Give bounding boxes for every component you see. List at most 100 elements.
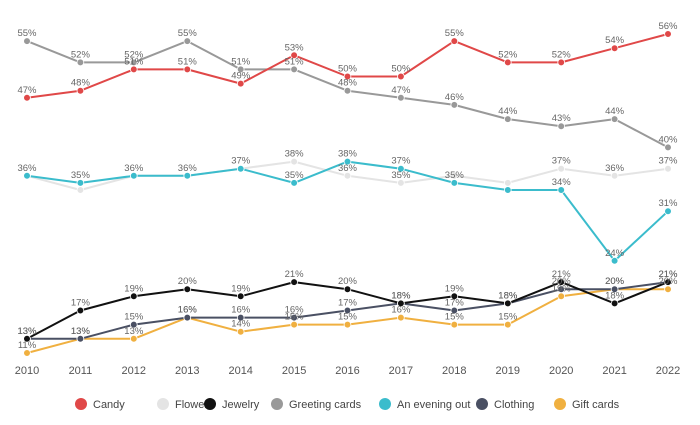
data-label-jewelry-2018: 19%	[445, 283, 465, 294]
point-candy-2018	[450, 37, 459, 45]
point-candy-2017	[397, 72, 405, 81]
data-label-jewelry-2012: 19%	[124, 283, 144, 294]
data-label-flowers-2021: 36%	[605, 163, 625, 174]
x-tick-2012: 2012	[122, 365, 146, 377]
x-tick-2017: 2017	[389, 365, 413, 377]
legend-marker-candy	[75, 398, 87, 410]
point-gift-cards-2012	[130, 334, 138, 343]
legend-label-flowers: Flowers	[175, 399, 214, 411]
data-label-gift-cards-2021: 20%	[605, 276, 625, 287]
point-an-evening-out-2022	[664, 207, 672, 216]
data-label-jewelry-2017: 18%	[391, 290, 411, 301]
point-gift-cards-2014	[236, 327, 245, 336]
data-label-gift-cards-2020: 19%	[552, 283, 572, 294]
data-label-greeting-cards-2018: 46%	[445, 92, 465, 103]
data-label-jewelry-2022: 21%	[658, 269, 678, 280]
x-tick-2022: 2022	[656, 365, 680, 377]
point-candy-2021	[610, 44, 619, 52]
x-axis: 2010 2011 2012 2013 2014 2015 2016 2017 2018 2019…	[15, 365, 680, 377]
legend-label-greeting-cards: Greeting cards	[289, 399, 362, 411]
x-tick-2013: 2013	[175, 365, 199, 377]
point-jewelry-2015	[290, 278, 298, 286]
legend-label-gift-cards: Gift cards	[572, 399, 620, 411]
data-label-flowers-2022: 37%	[658, 156, 678, 167]
data-label-an-evening-out-2021: 24%	[605, 248, 625, 259]
point-gift-cards-2018	[450, 320, 459, 329]
point-greeting-cards-2013	[183, 37, 192, 45]
data-label-greeting-cards-2014: 51%	[231, 56, 251, 67]
point-clothing-2016	[343, 306, 352, 315]
legend-label-jewelry: Jewelry	[222, 399, 260, 411]
data-label-clothing-2011: 13%	[71, 326, 91, 337]
data-label-an-evening-out-2017: 37%	[391, 156, 411, 167]
legend-label-an-evening-out: An evening out	[397, 399, 470, 411]
legend-marker-greeting-cards	[271, 398, 283, 410]
point-candy-2013	[183, 65, 192, 74]
point-clothing-2014	[236, 313, 245, 322]
data-label-clothing-2010: 13%	[17, 326, 37, 337]
data-label-candy-2011: 48%	[71, 78, 91, 89]
data-label-greeting-cards-2011: 52%	[71, 49, 91, 60]
point-greeting-cards-2015	[290, 65, 298, 74]
x-tick-2011: 2011	[69, 365, 93, 377]
data-label-flowers-2017: 35%	[391, 170, 411, 181]
data-label-jewelry-2015: 21%	[285, 269, 305, 280]
legend-marker-an-evening-out	[379, 398, 391, 410]
point-an-evening-out-2021	[610, 256, 619, 265]
point-greeting-cards-2011	[76, 58, 85, 67]
point-greeting-cards-2019	[503, 115, 512, 123]
point-jewelry-2012	[130, 292, 138, 301]
point-an-evening-out-2011	[76, 179, 85, 187]
data-label-candy-2016: 50%	[338, 64, 358, 75]
data-label-clothing-2022: 21%	[658, 269, 678, 280]
data-label-candy-2015: 53%	[285, 42, 305, 53]
point-jewelry-2022	[664, 278, 672, 286]
data-label-gift-cards-2014: 14%	[231, 319, 251, 330]
legend-marker-flowers	[157, 398, 169, 410]
data-label-clothing-2015: 16%	[285, 305, 305, 316]
data-label-candy-2018: 55%	[445, 28, 465, 39]
legend-marker-jewelry	[204, 398, 216, 410]
point-gift-cards-2016	[343, 320, 352, 329]
x-tick-2016: 2016	[335, 365, 359, 377]
data-label-jewelry-2011: 17%	[71, 298, 91, 309]
point-jewelry-2010	[23, 334, 31, 343]
point-candy-2022	[664, 30, 672, 38]
point-an-evening-out-2014	[236, 164, 245, 173]
point-clothing-2013	[183, 313, 192, 322]
data-label-candy-2017: 50%	[391, 64, 411, 75]
data-label-greeting-cards-2022: 40%	[658, 134, 678, 145]
point-greeting-cards-2020	[557, 122, 565, 130]
data-label-jewelry-2013: 20%	[178, 276, 198, 287]
point-flowers-2011	[76, 186, 85, 194]
data-label-gift-cards-2010: 11%	[18, 340, 37, 351]
data-label-greeting-cards-2019: 44%	[498, 106, 518, 117]
data-label-clothing-2014: 16%	[231, 305, 251, 316]
x-tick-2018: 2018	[442, 365, 466, 377]
point-jewelry-2021	[610, 299, 619, 308]
point-jewelry-2014	[236, 292, 245, 301]
point-an-evening-out-2016	[343, 157, 352, 166]
point-an-evening-out-2013	[183, 172, 192, 180]
point-greeting-cards-2010	[23, 37, 31, 45]
point-flowers-2020	[557, 164, 565, 173]
data-label-candy-2019: 52%	[498, 49, 518, 60]
data-label-clothing-2016: 17%	[338, 298, 358, 309]
data-label-an-evening-out-2020: 34%	[552, 177, 572, 188]
point-an-evening-out-2019	[503, 186, 512, 194]
point-greeting-cards-2017	[397, 94, 405, 102]
series-points	[23, 30, 672, 357]
data-label-candy-2012: 51%	[124, 56, 144, 67]
data-label-an-evening-out-2016: 38%	[338, 149, 358, 160]
point-flowers-2015	[290, 157, 298, 166]
data-label-flowers-2015: 38%	[285, 149, 305, 160]
data-label-clothing-2020: 20%	[552, 276, 572, 287]
data-label-jewelry-2010: 13%	[17, 326, 37, 337]
data-label-gift-cards-2017: 16%	[391, 305, 411, 316]
data-label-candy-2014: 49%	[231, 71, 251, 82]
data-label-gift-cards-2015: 15%	[285, 312, 305, 323]
data-label-clothing-2021: 20%	[605, 276, 625, 287]
legend-label-candy: Candy	[93, 399, 125, 411]
data-label-greeting-cards-2017: 47%	[391, 85, 411, 96]
